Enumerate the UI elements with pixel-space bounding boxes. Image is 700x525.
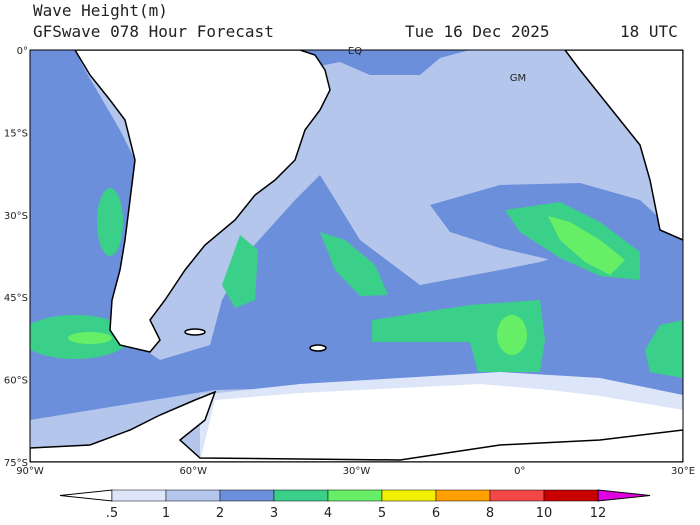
colorbar-label: 10 [536, 506, 553, 521]
wave-zone [97, 188, 123, 256]
wave-zone [548, 216, 625, 275]
colorbar-segment [543, 489, 599, 502]
island [184, 328, 206, 336]
colorbar-label: 1 [162, 506, 170, 521]
map: EQ GM [29, 46, 684, 463]
colorbar-label: .5 [106, 506, 118, 521]
colorbar-segment [381, 489, 437, 502]
date: Tue 16 Dec 2025 [405, 22, 550, 41]
colorbar-label: 5 [378, 506, 386, 521]
island [309, 344, 327, 352]
title: Wave Height(m) [33, 1, 168, 20]
colorbar-segment [219, 489, 275, 502]
lat-label: 75°S [4, 458, 28, 469]
lat-label: 30°S [4, 211, 28, 222]
antarctica [30, 390, 683, 462]
colorbar-segment [435, 489, 491, 502]
wave-zone [372, 300, 545, 372]
colorbar-label: 12 [590, 506, 607, 521]
africa [564, 50, 683, 241]
colorbar: .5 1 2 3 4 5 6 8 10 12 [59, 489, 651, 521]
colorbar-segment [273, 489, 329, 502]
colorbar-arrow [59, 489, 113, 502]
wave-zone [300, 50, 470, 75]
colorbar-segment [111, 489, 167, 502]
lat-label: 60°S [4, 376, 28, 387]
place-label: EQ [348, 46, 362, 57]
lon-label: 60°W [179, 466, 207, 477]
lon-label: 30°E [671, 466, 695, 477]
colorbar-label: 3 [270, 506, 278, 521]
wave-zone [222, 235, 258, 308]
colorbar-label: 6 [432, 506, 440, 521]
subtitle: GFSwave 078 Hour Forecast [33, 22, 274, 41]
colorbar-segment [327, 489, 383, 502]
south-america [74, 50, 331, 353]
time: 18 UTC [620, 22, 678, 41]
wave-zone [497, 315, 527, 355]
lat-label: 45°S [4, 293, 28, 304]
colorbar-arrow [597, 489, 651, 502]
lon-label: 90°W [16, 466, 44, 477]
colorbar-segment [165, 489, 221, 502]
place-label: GM [510, 73, 526, 84]
axes: 0° 15°S 30°S 45°S 60°S 75°S90°W 60°W 30°W 0° 30°E [4, 46, 695, 477]
lat-label: 15°S [4, 128, 28, 139]
wave-zone [68, 332, 112, 344]
lon-label: 0° [514, 466, 525, 477]
colorbar-segment [489, 489, 545, 502]
wave-zone [320, 232, 388, 296]
lon-label: 30°W [343, 466, 371, 477]
colorbar-label: 2 [216, 506, 224, 521]
colorbar-label: 8 [486, 506, 494, 521]
map-frame [29, 49, 684, 463]
lat-label: 0° [17, 46, 28, 57]
wave-zone [645, 320, 683, 378]
colorbar-label: 4 [324, 506, 332, 521]
